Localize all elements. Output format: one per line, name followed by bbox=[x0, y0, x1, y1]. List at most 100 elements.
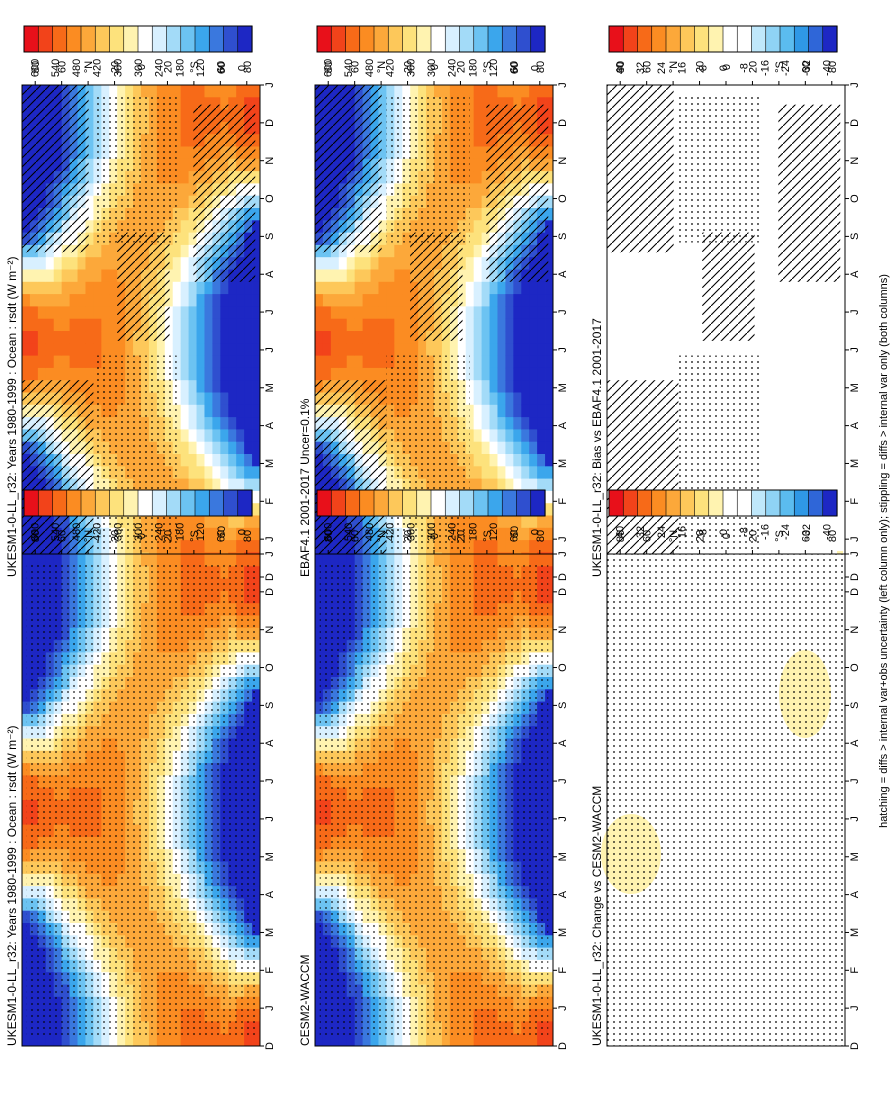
colorbar-swatch bbox=[66, 489, 82, 517]
month-tick-label: D bbox=[557, 1042, 569, 1050]
panel-title: UKESM1-0-LL_r32: Change vs CESM2-WACCM bbox=[590, 786, 604, 1046]
colorbar-swatch bbox=[665, 489, 681, 517]
colorbar-label: 480 bbox=[71, 59, 83, 77]
colorbar-label: 420 bbox=[385, 59, 397, 77]
colorbar-label: -16 bbox=[759, 60, 771, 76]
colorbar-label: -32 bbox=[801, 524, 813, 540]
colorbar-label: -24 bbox=[780, 524, 792, 540]
colorbar: 600 540 480 420 360 300 240 180 120 60 0 bbox=[23, 489, 253, 541]
colorbar-label: 60 bbox=[216, 526, 228, 538]
lat-tick-label: °S bbox=[189, 530, 201, 542]
colorbar-swatch bbox=[237, 489, 253, 517]
month-tick-label: M bbox=[264, 459, 276, 468]
colorbar-swatch bbox=[80, 25, 96, 53]
colorbar-swatch bbox=[430, 25, 446, 53]
month-tick-label: J bbox=[849, 347, 861, 353]
colorbar-label: 480 bbox=[364, 59, 376, 77]
colorbar-swatch bbox=[402, 489, 418, 517]
lat-tick-label: 80 bbox=[323, 61, 335, 73]
colorbar-swatch bbox=[94, 489, 111, 517]
lat-tick-label: 20 bbox=[695, 530, 707, 542]
lat-tick-label: 20 bbox=[162, 61, 174, 73]
colorbar-label: 600 bbox=[322, 523, 334, 541]
lat-tick-label: 60 bbox=[508, 61, 520, 73]
lat-tick-label: 60 bbox=[57, 61, 69, 73]
month-tick-label: N bbox=[264, 157, 276, 165]
month-tick-label: J bbox=[557, 816, 569, 822]
colorbar-swatch bbox=[359, 489, 375, 517]
colorbar: 600 540 480 420 360 300 240 180 120 60 0 bbox=[316, 489, 546, 541]
month-tick-label: D bbox=[264, 119, 276, 127]
lat-tick-label: °N bbox=[376, 530, 388, 542]
colorbar-label: 8 bbox=[697, 529, 709, 535]
colorbar-swatch bbox=[359, 25, 375, 53]
month-tick-label: J bbox=[849, 816, 861, 822]
colorbar-swatch bbox=[779, 25, 795, 53]
month-tick-label: O bbox=[264, 663, 276, 672]
colorbar-label: 540 bbox=[343, 523, 355, 541]
colorbar-swatch bbox=[501, 489, 518, 517]
lat-tick-label: °N bbox=[668, 61, 680, 73]
month-tick-label: J bbox=[557, 778, 569, 784]
colorbar-label: 60 bbox=[509, 526, 521, 538]
colorbar-swatch bbox=[66, 25, 82, 53]
colorbar-swatch bbox=[679, 489, 696, 517]
colorbar-swatch bbox=[736, 25, 753, 53]
lat-tick-label: 60 bbox=[642, 61, 654, 73]
colorbar-swatch bbox=[387, 25, 404, 53]
month-tick-label: N bbox=[849, 626, 861, 634]
month-tick-label: D bbox=[264, 573, 276, 581]
colorbar-label: 540 bbox=[50, 59, 62, 77]
month-tick-label: N bbox=[264, 626, 276, 634]
lat-tick-label: 20 bbox=[455, 61, 467, 73]
lat-tick-label: 20 bbox=[162, 530, 174, 542]
month-tick-label: J bbox=[264, 1005, 276, 1011]
colorbar-label: 300 bbox=[133, 59, 145, 77]
month-tick-label: J bbox=[557, 347, 569, 353]
colorbar-swatch bbox=[137, 489, 153, 517]
month-tick-label: O bbox=[264, 194, 276, 203]
colorbar-swatch bbox=[459, 25, 475, 53]
colorbar: 600 540 480 420 360 300 240 180 120 60 0 bbox=[23, 25, 253, 77]
month-tick-label: S bbox=[557, 702, 569, 709]
colorbar-swatch bbox=[694, 489, 710, 517]
lat-tick-label: °S bbox=[482, 61, 494, 73]
colorbar-swatch bbox=[473, 25, 489, 53]
colorbar-swatch bbox=[109, 489, 125, 517]
colorbar-swatch bbox=[166, 25, 182, 53]
colorbar-label: 600 bbox=[29, 523, 41, 541]
colorbar-label: 40 bbox=[614, 62, 626, 74]
month-tick-label: J bbox=[849, 536, 861, 542]
month-tick-label: A bbox=[557, 890, 569, 898]
month-tick-label: A bbox=[557, 421, 569, 429]
month-tick-label: J bbox=[264, 551, 276, 557]
lat-tick-label: 60 bbox=[508, 530, 520, 542]
month-tick-label: M bbox=[264, 383, 276, 392]
month-tick-label: A bbox=[264, 421, 276, 429]
colorbar-swatch bbox=[123, 489, 139, 517]
colorbar-swatch bbox=[37, 489, 54, 517]
month-tick-label: M bbox=[264, 928, 276, 937]
colorbar: 40 32 24 16 8 0 -8 -16 -24 -32 -40 bbox=[608, 489, 838, 540]
footer-note-text: hatching = diffs > internal var+obs unce… bbox=[878, 274, 890, 828]
colorbar-swatch bbox=[608, 25, 624, 53]
colorbar-swatch bbox=[516, 489, 532, 517]
lat-tick-label: 0 bbox=[429, 64, 441, 70]
month-tick-label: J bbox=[264, 536, 276, 542]
colorbar-label: 32 bbox=[635, 526, 647, 538]
colorbar-swatch bbox=[373, 25, 389, 53]
colorbar-swatch bbox=[180, 489, 196, 517]
colorbar-swatch bbox=[223, 25, 239, 53]
colorbar-swatch bbox=[416, 25, 432, 53]
colorbar-label: -8 bbox=[739, 63, 751, 73]
colorbar-swatch bbox=[637, 489, 653, 517]
lat-tick-label: °N bbox=[83, 61, 95, 73]
colorbar-swatch bbox=[330, 25, 347, 53]
colorbar-swatch bbox=[622, 25, 639, 53]
lat-tick-label: 0 bbox=[429, 533, 441, 539]
lat-tick-label: 80 bbox=[242, 530, 254, 542]
month-tick-label: D bbox=[557, 119, 569, 127]
lat-tick-label: 0 bbox=[136, 533, 148, 539]
colorbar-swatch bbox=[387, 489, 404, 517]
month-tick-label: A bbox=[849, 421, 861, 429]
